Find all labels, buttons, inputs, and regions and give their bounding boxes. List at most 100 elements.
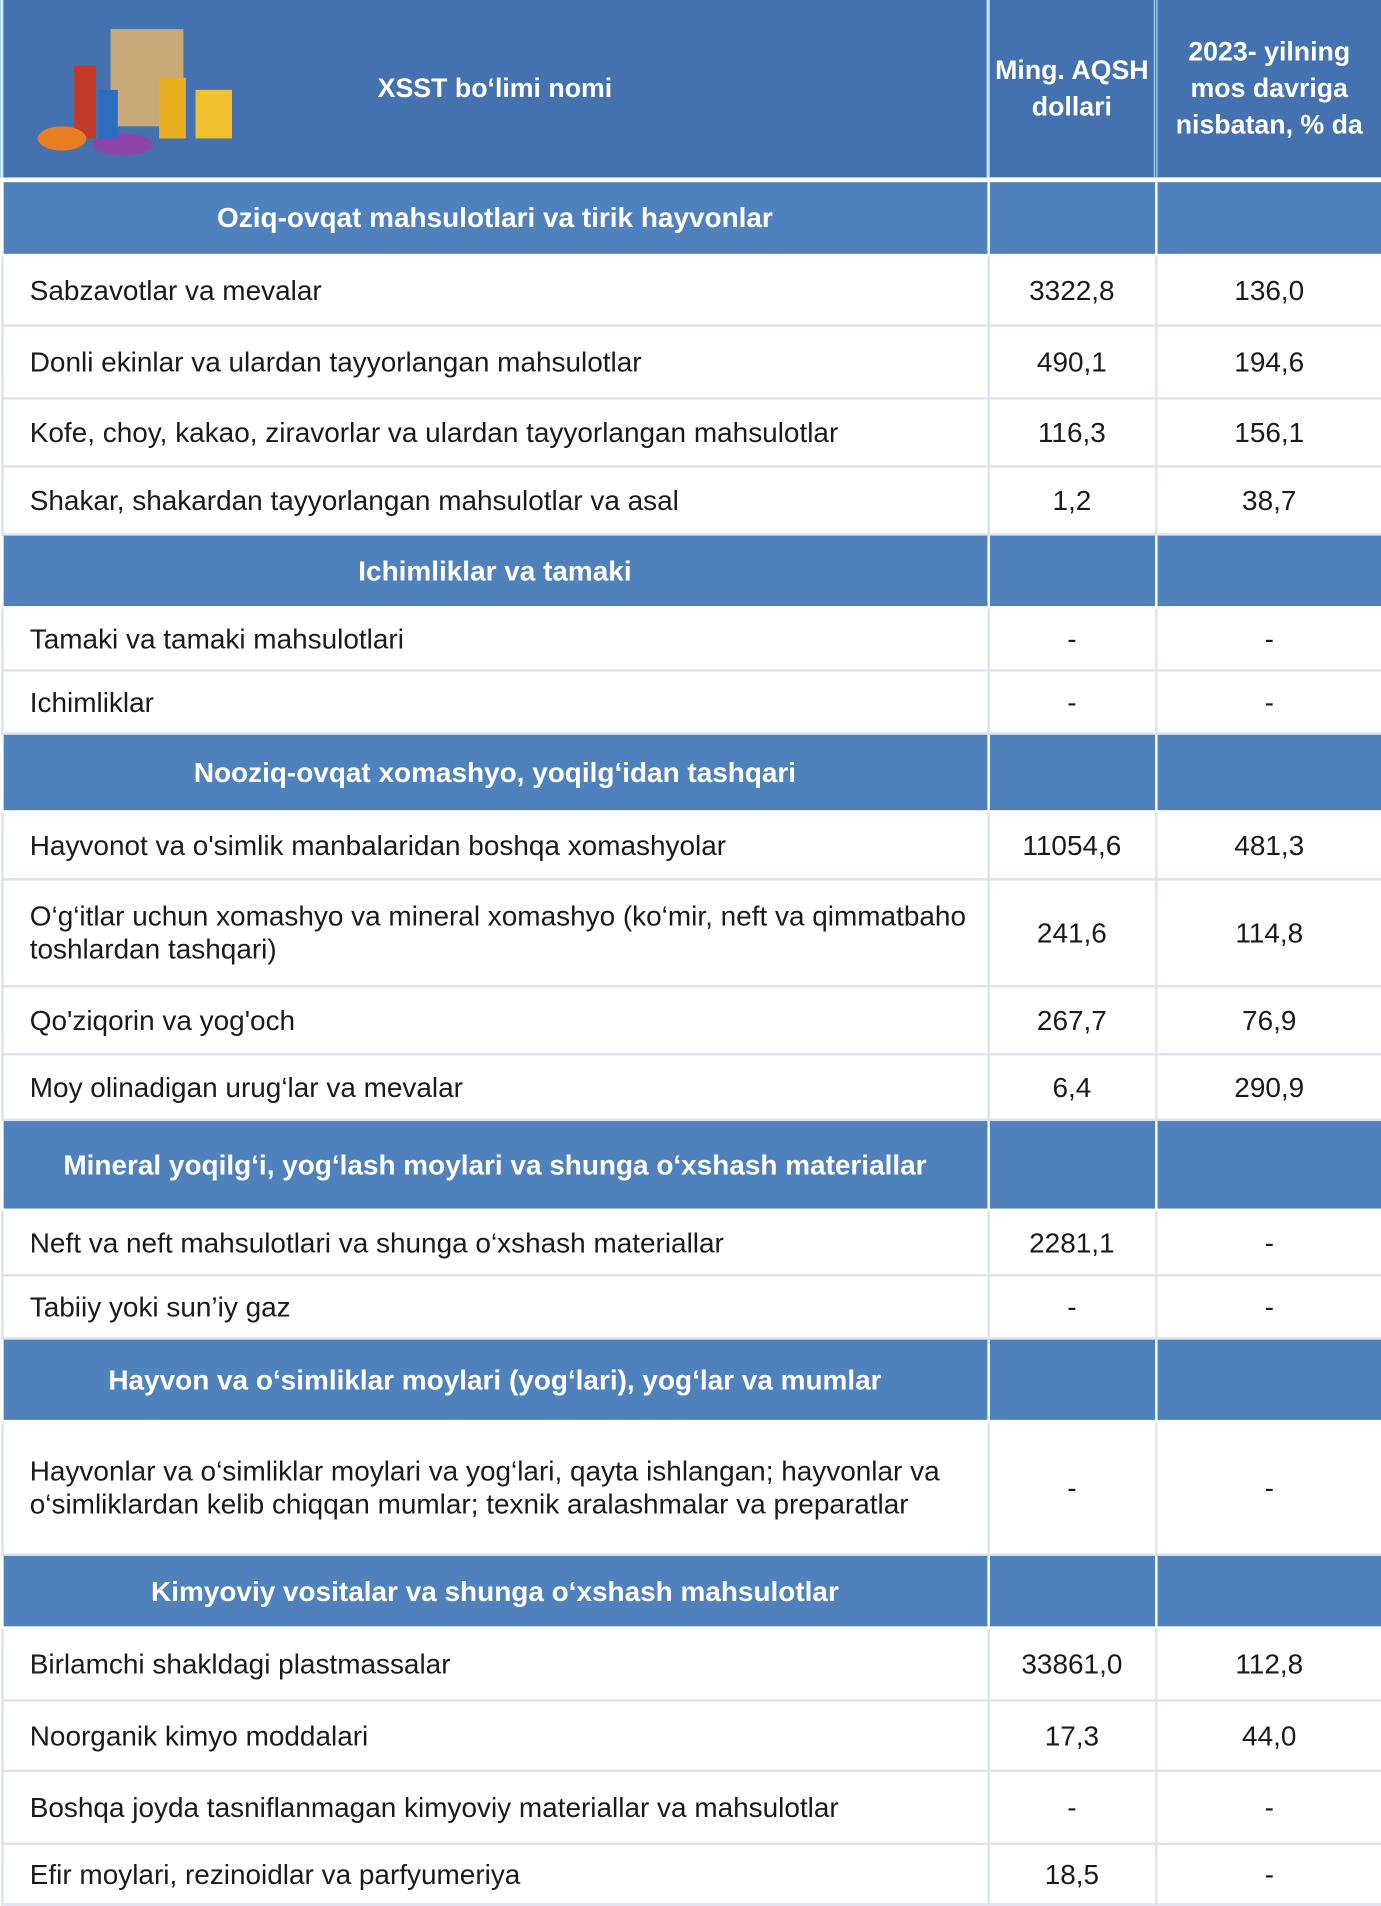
row-pct: 76,9 bbox=[1156, 986, 1381, 1054]
section-cell bbox=[1156, 534, 1381, 607]
table-container: XSST bo‘limi nomi Ming. AQSH dollari 202… bbox=[0, 0, 1381, 1906]
row-pct: 112,8 bbox=[1156, 1628, 1381, 1701]
row-name: Tabiiy yoki sun’iy gaz bbox=[2, 1275, 988, 1338]
row-value: 33861,0 bbox=[988, 1628, 1156, 1701]
row-value: 241,6 bbox=[988, 879, 1156, 986]
row-name: Tamaki va tamaki mahsulotlari bbox=[2, 607, 988, 670]
data-row: Efir moylari, rezinoidlar va parfyumeriy… bbox=[2, 1844, 1381, 1905]
row-value: 2281,1 bbox=[988, 1210, 1156, 1276]
row-name: Donli ekinlar va ulardan tayyorlangan ma… bbox=[2, 326, 988, 399]
section-title: Hayvon va o‘simliklar moylari (yog‘lari)… bbox=[2, 1338, 988, 1421]
row-name: Noorganik kimyo moddalari bbox=[2, 1700, 988, 1770]
row-pct: - bbox=[1156, 1210, 1381, 1276]
row-value: 267,7 bbox=[988, 986, 1156, 1054]
row-pct: - bbox=[1156, 1275, 1381, 1338]
row-value: 17,3 bbox=[988, 1700, 1156, 1770]
section-cell bbox=[1156, 180, 1381, 255]
section-row: Ichimliklar va tamaki bbox=[2, 534, 1381, 607]
row-name: Boshqa joyda tasniflanmagan kimyoviy mat… bbox=[2, 1771, 988, 1844]
row-value: - bbox=[988, 607, 1156, 670]
data-row: Tabiiy yoki sun’iy gaz-- bbox=[2, 1275, 1381, 1338]
section-cell bbox=[1156, 1120, 1381, 1210]
section-cell bbox=[988, 1338, 1156, 1421]
row-value: 11054,6 bbox=[988, 811, 1156, 879]
row-name: Sabzavotlar va mevalar bbox=[2, 255, 988, 325]
row-pct: - bbox=[1156, 1844, 1381, 1905]
header-name: XSST bo‘limi nomi bbox=[378, 73, 613, 103]
data-row: Boshqa joyda tasniflanmagan kimyoviy mat… bbox=[2, 1771, 1381, 1844]
row-pct: - bbox=[1156, 1771, 1381, 1844]
row-name: Neft va neft mahsulotlari va shunga o‘xs… bbox=[2, 1210, 988, 1276]
section-title: Mineral yoqilg‘i, yog‘lash moylari va sh… bbox=[2, 1120, 988, 1210]
section-cell bbox=[988, 534, 1156, 607]
section-row: Nooziq-ovqat xomashyo, yoqilg‘idan tashq… bbox=[2, 734, 1381, 812]
header-pct: 2023- yilning mos davriga nisbatan, % da bbox=[1176, 36, 1363, 139]
row-value: - bbox=[988, 1771, 1156, 1844]
row-value: 3322,8 bbox=[988, 255, 1156, 325]
section-cell bbox=[1156, 1338, 1381, 1421]
row-name: Qo'ziqorin va yog'och bbox=[2, 986, 988, 1054]
section-row: Kimyoviy vositalar va shunga o‘xshash ma… bbox=[2, 1555, 1381, 1628]
data-row: Hayvonot va o'simlik manbalaridan boshqa… bbox=[2, 811, 1381, 879]
row-value: 116,3 bbox=[988, 398, 1156, 466]
row-value: - bbox=[988, 1421, 1156, 1555]
section-cell bbox=[1156, 1555, 1381, 1628]
page: XSST bo‘limi nomi Ming. AQSH dollari 202… bbox=[0, 0, 1381, 1906]
header-value: Ming. AQSH dollari bbox=[995, 55, 1148, 122]
header-cell: 2023- yilning mos davriga nisbatan, % da bbox=[1156, 0, 1381, 180]
section-cell bbox=[988, 734, 1156, 812]
section-row: Mineral yoqilg‘i, yog‘lash moylari va sh… bbox=[2, 1120, 1381, 1210]
row-pct: 136,0 bbox=[1156, 255, 1381, 325]
data-row: Tamaki va tamaki mahsulotlari-- bbox=[2, 607, 1381, 670]
row-value: - bbox=[988, 670, 1156, 733]
data-row: Neft va neft mahsulotlari va shunga o‘xs… bbox=[2, 1210, 1381, 1276]
section-title: Oziq-ovqat mahsulotlari va tirik hayvonl… bbox=[2, 180, 988, 255]
section-title: Ichimliklar va tamaki bbox=[2, 534, 988, 607]
groceries-icon bbox=[26, 17, 269, 163]
row-pct: 114,8 bbox=[1156, 879, 1381, 986]
row-name: Hayvonot va o'simlik manbalaridan boshqa… bbox=[2, 811, 988, 879]
header-row: XSST bo‘limi nomi Ming. AQSH dollari 202… bbox=[2, 0, 1381, 180]
row-value: 1,2 bbox=[988, 466, 1156, 534]
section-cell bbox=[988, 1120, 1156, 1210]
row-pct: - bbox=[1156, 670, 1381, 733]
row-value: 490,1 bbox=[988, 326, 1156, 399]
row-name: Moy olinadigan urug‘lar va mevalar bbox=[2, 1054, 988, 1120]
section-title: Nooziq-ovqat xomashyo, yoqilg‘idan tashq… bbox=[2, 734, 988, 812]
row-name: Efir moylari, rezinoidlar va parfyumeriy… bbox=[2, 1844, 988, 1905]
row-name: Shakar, shakardan tayyorlangan mahsulotl… bbox=[2, 466, 988, 534]
row-pct: 290,9 bbox=[1156, 1054, 1381, 1120]
row-name: Hayvonlar va o‘simliklar moylari va yog‘… bbox=[2, 1421, 988, 1555]
row-pct: 38,7 bbox=[1156, 466, 1381, 534]
row-value: 6,4 bbox=[988, 1054, 1156, 1120]
section-cell bbox=[1156, 734, 1381, 812]
row-pct: 156,1 bbox=[1156, 398, 1381, 466]
section-row: Hayvon va o‘simliklar moylari (yog‘lari)… bbox=[2, 1338, 1381, 1421]
row-name: O‘g‘itlar uchun xomashyo va mineral xoma… bbox=[2, 879, 988, 986]
row-pct: - bbox=[1156, 1421, 1381, 1555]
data-row: Shakar, shakardan tayyorlangan mahsulotl… bbox=[2, 466, 1381, 534]
row-value: - bbox=[988, 1275, 1156, 1338]
data-row: Ichimliklar-- bbox=[2, 670, 1381, 733]
row-pct: 44,0 bbox=[1156, 1700, 1381, 1770]
row-name: Birlamchi shakldagi plastmassalar bbox=[2, 1628, 988, 1701]
data-row: Donli ekinlar va ulardan tayyorlangan ma… bbox=[2, 326, 1381, 399]
row-pct: 194,6 bbox=[1156, 326, 1381, 399]
section-cell bbox=[988, 1555, 1156, 1628]
section-row: Oziq-ovqat mahsulotlari va tirik hayvonl… bbox=[2, 180, 1381, 255]
data-row: O‘g‘itlar uchun xomashyo va mineral xoma… bbox=[2, 879, 1381, 986]
row-name: Ichimliklar bbox=[2, 670, 988, 733]
section-title: Kimyoviy vositalar va shunga o‘xshash ma… bbox=[2, 1555, 988, 1628]
data-table: XSST bo‘limi nomi Ming. AQSH dollari 202… bbox=[0, 0, 1381, 1906]
section-cell bbox=[988, 180, 1156, 255]
row-value: 18,5 bbox=[988, 1844, 1156, 1905]
header-cell: Ming. AQSH dollari bbox=[988, 0, 1156, 180]
header-cell: XSST bo‘limi nomi bbox=[2, 0, 988, 180]
row-pct: 481,3 bbox=[1156, 811, 1381, 879]
row-pct: - bbox=[1156, 607, 1381, 670]
